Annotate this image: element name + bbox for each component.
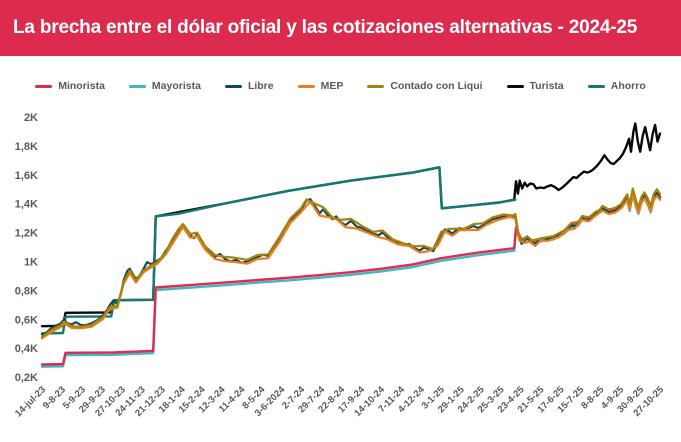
legend-label: MEP — [320, 80, 344, 92]
legend-swatch — [506, 84, 524, 88]
y-axis-tick-label: 1,8K — [15, 141, 38, 153]
legend-item-mayorista: Mayorista — [128, 80, 201, 92]
legend-label: Turista — [529, 80, 564, 92]
legend-swatch — [224, 84, 242, 88]
line-chart: Minorista Mayorista Libre MEP Contado con Li… — [0, 56, 681, 442]
page-title: La brecha entre el dólar oficial y las c… — [13, 17, 638, 38]
series-line-turista — [40, 122, 662, 328]
chart-legend: Minorista Mayorista Libre MEP Contado con Li… — [0, 80, 681, 92]
legend-item-mep: MEP — [297, 80, 344, 92]
legend-item-libre: Libre — [224, 80, 274, 92]
y-axis-tick-label: 0,2K — [15, 372, 38, 384]
y-axis-tick-label: 0,6K — [15, 314, 38, 326]
series-line-libre — [40, 190, 662, 336]
legend-label: Mayorista — [151, 80, 201, 92]
legend-swatch — [367, 84, 385, 88]
legend-item-minorista: Minorista — [35, 80, 105, 92]
legend-label: Contado con Liqui — [390, 80, 483, 92]
y-axis-tick-label: 0,4K — [15, 343, 38, 355]
title-bar: La brecha entre el dólar oficial y las c… — [0, 0, 681, 56]
legend-item-contado-con-liqui: Contado con Liqui — [367, 80, 483, 92]
y-axis-tick-label: 2K — [24, 112, 38, 124]
y-axis-tick-label: 1,6K — [15, 170, 38, 182]
series-line-contado-con-liqui — [40, 187, 662, 338]
y-axis-tick-label: 1K — [24, 257, 38, 269]
y-axis-tick-label: 1,2K — [15, 228, 38, 240]
legend-swatch — [297, 84, 315, 88]
series-line-mep — [40, 192, 662, 340]
legend-label: Minorista — [58, 80, 105, 92]
plot-area: 2K1,8K1,6K1,4K1,2K1K0,8K0,6K0,4K0,2K14-j… — [13, 112, 667, 419]
y-axis-tick-label: 1,4K — [15, 199, 38, 211]
legend-item-turista: Turista — [506, 80, 564, 92]
legend-label: Ahorro — [610, 80, 646, 92]
legend-swatch — [587, 84, 605, 88]
legend-swatch — [35, 84, 53, 88]
y-axis-tick-label: 0,8K — [15, 285, 38, 297]
legend-item-ahorro: Ahorro — [587, 80, 646, 92]
legend-swatch — [128, 84, 146, 88]
legend-label: Libre — [247, 80, 274, 92]
series-line-ahorro — [40, 166, 517, 335]
